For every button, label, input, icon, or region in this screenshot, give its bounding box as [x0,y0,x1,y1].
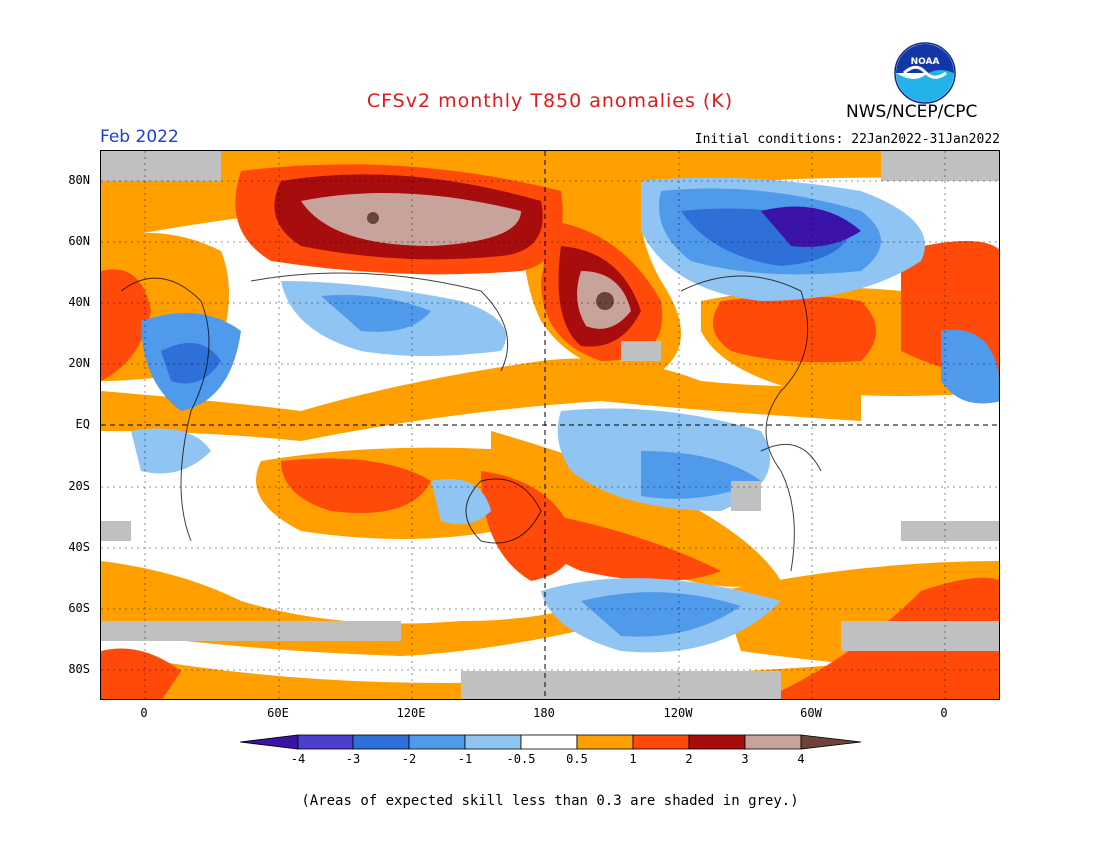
lat-label-eq: EQ [75,417,90,431]
anomaly-region-antarctic-red [101,648,181,699]
initial-conditions: Initial conditions: 22Jan2022-31Jan2022 [694,132,1000,147]
anomaly-region-asia-blue [321,295,431,332]
coastlines [120,272,822,572]
anomaly-region-eastafrica-blue [941,329,999,404]
anomaly-region-pacific-peak [596,292,614,310]
anomaly-map [100,150,1000,700]
map-svg [101,151,999,699]
lat-label-20s: 20S [68,479,90,493]
noaa-logo-text: NOAA [911,57,940,67]
colorbar-label: -4 [290,752,306,766]
colorbar-swatch-2-1 [408,734,466,750]
anomaly-region-tasman-red [531,511,721,581]
anomaly-region-southafrica-lightblue [131,428,211,474]
lat-label-40n: 40N [68,295,90,309]
anomaly-region-siberia-peak [367,212,379,224]
colorbar-label: -1 [457,752,473,766]
grid-lines [101,151,999,699]
agency-label: NWS/NCEP/CPC [846,102,978,122]
colorbar-swatch-4-3 [297,734,354,750]
anomaly-region-indian-red [281,458,431,513]
anomaly-region-siberia-tan [301,193,521,246]
lat-label-60s: 60S [68,601,90,615]
colorbar-label: -0.5 [506,752,536,766]
colorbar-swatch-1-05 [464,734,522,750]
chart-title: CFSv2 monthly T850 anomalies (K) [366,90,734,112]
skill-footnote: (Areas of expected skill less than 0.3 a… [301,793,799,809]
colorbar-swatch-1-2 [632,734,690,750]
colorbar-swatch-3-2 [352,734,410,750]
anomaly-region-us-red [713,296,876,363]
colorbar [240,734,862,750]
colorbar-label: 1 [629,752,637,766]
colorbar-label: -3 [345,752,361,766]
colorbar-label: 3 [741,752,749,766]
colorbar-label: 0.5 [566,752,588,766]
colorbar-label: 2 [685,752,693,766]
noaa-logo: NOAA [894,42,956,104]
lon-label-60e: 60E [267,706,289,720]
lat-label-80s: 80S [68,662,90,676]
lon-label-180: 180 [533,706,555,720]
forecast-month: Feb 2022 [100,127,179,147]
anomaly-region-africa-darkblue [161,343,221,384]
low-skill-regions [101,151,999,699]
anomaly-region-southpacific-blue [581,592,741,637]
lon-label-0: 0 [140,706,148,720]
lat-label-20n: 20N [68,356,90,370]
colorbar-swatch-neutral [520,734,578,750]
lat-label-80n: 80N [68,173,90,187]
anomaly-region-australia-red [481,471,573,581]
anomaly-region-tropical-warm [101,358,861,441]
colorbar-swatch-below-4 [240,734,299,750]
lat-label-60n: 60N [68,234,90,248]
lon-label-60w: 60W [800,706,822,720]
colorbar-swatch-05-1 [576,734,634,750]
colorbar-swatch-above-4 [800,734,862,750]
colorbar-swatch-2-3 [688,734,746,750]
anomaly-region-australia-lightblue [431,479,491,525]
anomaly-region-westafrica-red [101,269,151,381]
colorbar-label: -2 [401,752,417,766]
anomaly-region-canada-purple [761,206,861,247]
colorbar-swatch-3-4 [744,734,802,750]
lon-label-120e: 120E [396,706,426,720]
lon-label-120w: 120W [663,706,693,720]
lat-label-40s: 40S [68,540,90,554]
lon-label-0-east: 0 [940,706,948,720]
equator-dateline [101,151,999,699]
colorbar-label: 4 [797,752,805,766]
